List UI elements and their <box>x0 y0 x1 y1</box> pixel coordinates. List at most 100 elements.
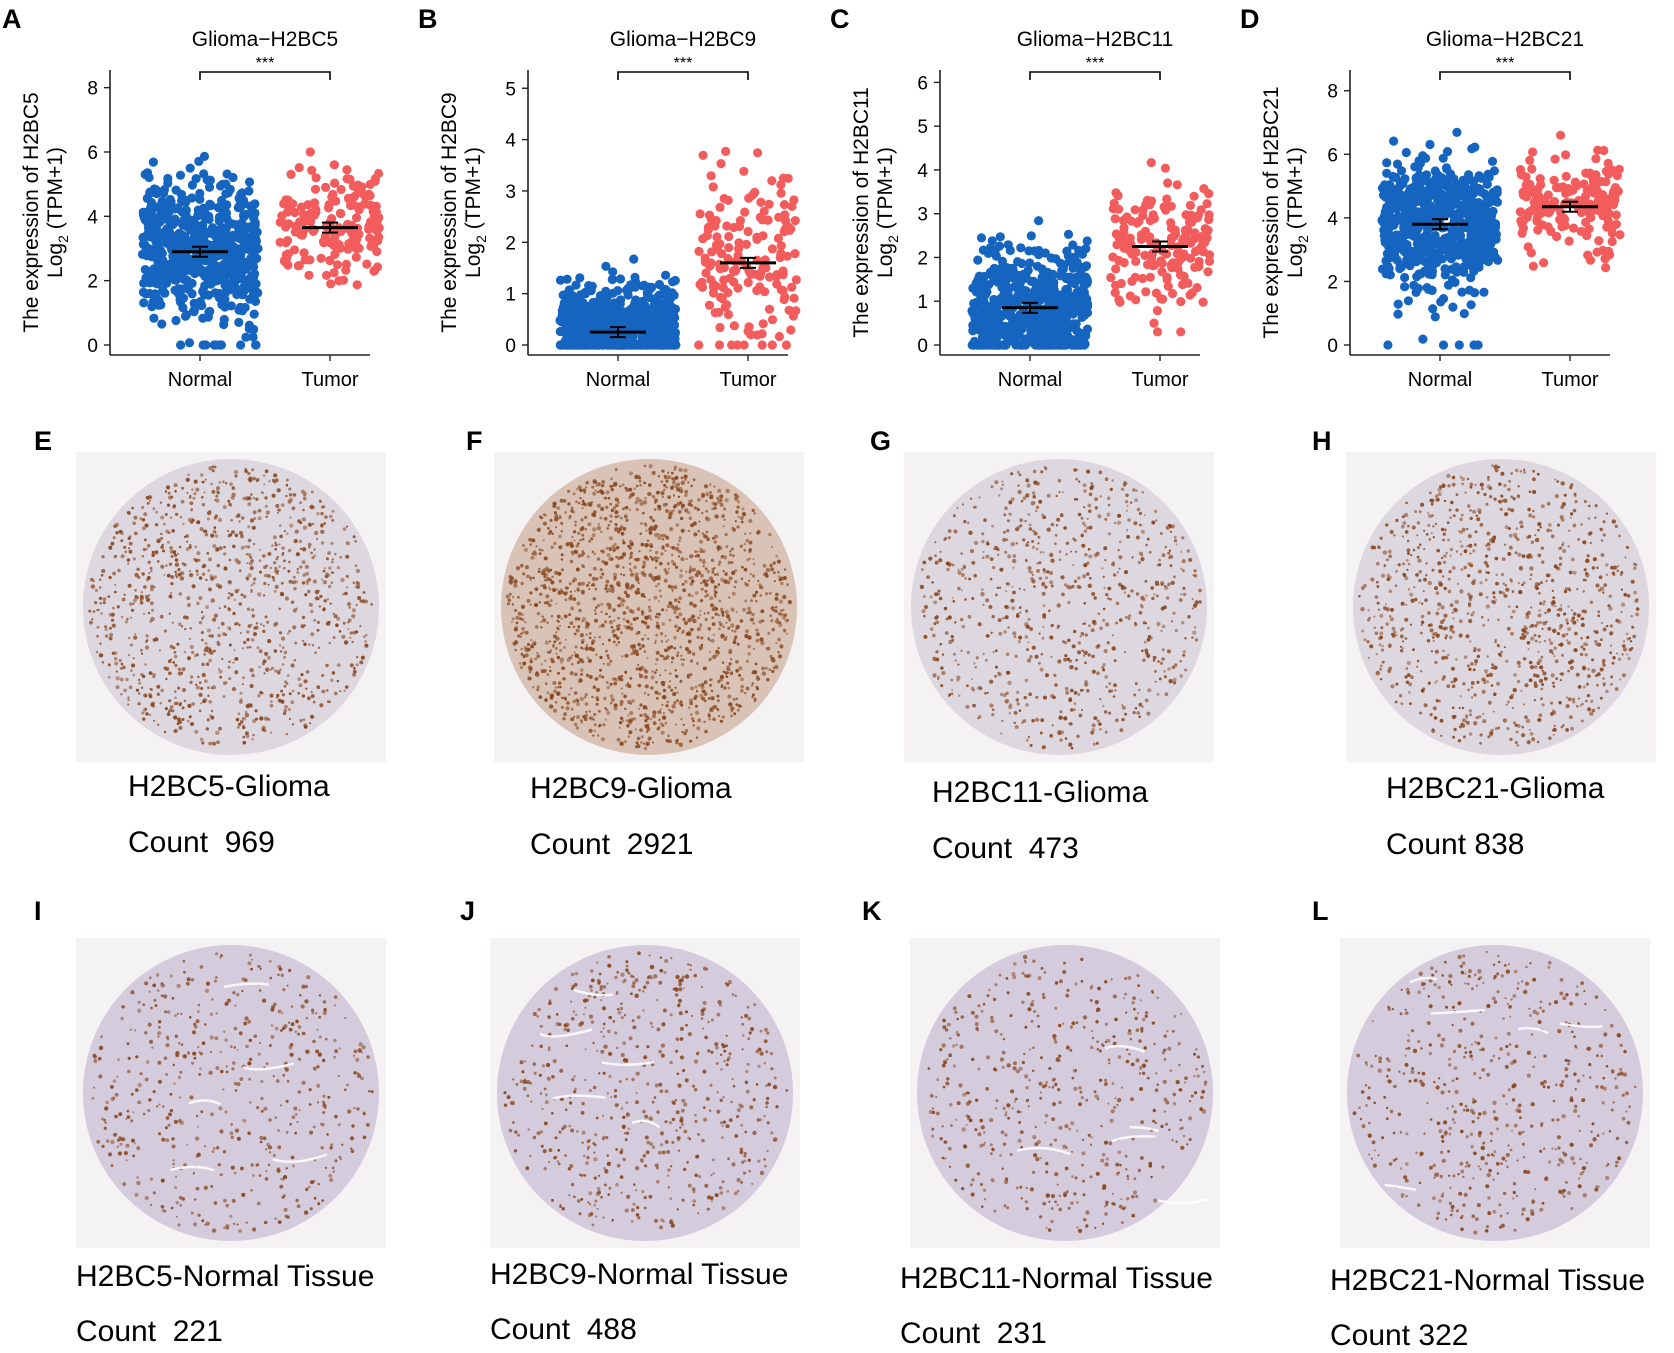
nucleus <box>253 578 256 581</box>
nucleus <box>697 627 701 631</box>
nucleus <box>228 666 231 669</box>
data-point <box>744 278 753 287</box>
nucleus <box>296 571 299 574</box>
data-point <box>250 248 259 257</box>
nucleus <box>353 631 357 635</box>
nucleus <box>196 570 198 572</box>
nucleus <box>178 568 181 571</box>
nucleus <box>103 597 107 601</box>
data-point <box>163 224 172 233</box>
nucleus <box>246 553 248 555</box>
data-point <box>236 303 245 312</box>
nucleus <box>273 561 276 564</box>
nucleus <box>703 565 705 567</box>
data-point <box>590 307 599 316</box>
nucleus <box>557 628 559 630</box>
nucleus <box>517 596 520 599</box>
data-point <box>178 207 187 216</box>
data-point <box>1038 329 1047 338</box>
nucleus <box>537 528 541 532</box>
nucleus <box>274 669 278 673</box>
y-axis-label-line1: The expression of H2BC21 <box>1260 86 1283 338</box>
nucleus <box>247 608 250 611</box>
data-point <box>288 199 297 208</box>
nucleus <box>664 579 668 583</box>
data-point <box>294 261 303 270</box>
nucleus <box>650 718 652 720</box>
data-point <box>721 302 730 311</box>
x-tick-label: Normal <box>168 369 232 391</box>
nucleus <box>648 609 651 612</box>
nucleus <box>241 546 245 550</box>
nucleus <box>638 667 642 671</box>
nucleus <box>178 668 181 671</box>
nucleus <box>303 494 306 497</box>
nucleus <box>303 526 307 530</box>
nucleus <box>765 667 768 670</box>
nucleus <box>216 486 220 490</box>
nucleus <box>193 492 196 495</box>
nucleus <box>266 510 270 514</box>
data-point <box>1112 240 1121 249</box>
data-point <box>996 232 1005 241</box>
nucleus <box>231 496 235 500</box>
data-point <box>710 280 719 289</box>
data-point <box>181 275 190 284</box>
nucleus <box>182 706 185 709</box>
data-point <box>1114 295 1123 304</box>
nucleus <box>688 530 691 533</box>
data-point <box>346 201 355 210</box>
nucleus <box>238 520 240 522</box>
y-tick-label: 0 <box>917 336 928 357</box>
nucleus <box>521 605 525 609</box>
nucleus <box>246 638 249 641</box>
nucleus <box>170 596 173 599</box>
nucleus <box>332 510 335 513</box>
data-point <box>768 315 777 324</box>
nucleus <box>705 500 707 502</box>
nucleus <box>140 673 144 677</box>
nucleus <box>259 716 263 720</box>
nucleus <box>174 483 178 487</box>
data-point <box>1060 318 1069 327</box>
data-point <box>174 289 183 298</box>
nucleus <box>155 511 158 514</box>
data-point <box>1161 164 1170 173</box>
nucleus <box>167 504 170 507</box>
nucleus <box>756 675 759 678</box>
nucleus <box>211 716 215 720</box>
data-point <box>176 340 185 349</box>
nucleus <box>213 650 216 653</box>
nucleus <box>217 491 220 494</box>
nucleus <box>284 685 287 688</box>
data-point <box>695 280 704 289</box>
nucleus <box>212 465 215 468</box>
nucleus <box>313 579 317 583</box>
data-point <box>1193 283 1202 292</box>
data-point <box>330 179 339 188</box>
data-point <box>765 305 774 314</box>
nucleus <box>251 638 255 642</box>
data-point <box>171 316 180 325</box>
nucleus <box>264 652 268 656</box>
data-point <box>767 176 776 185</box>
nucleus <box>126 618 129 621</box>
nucleus <box>163 574 165 576</box>
nucleus <box>364 600 368 604</box>
data-point <box>1593 186 1602 195</box>
data-point <box>970 337 979 346</box>
data-point <box>724 196 733 205</box>
data-point <box>1402 240 1411 249</box>
nucleus <box>289 516 291 518</box>
nucleus <box>217 564 220 567</box>
nucleus <box>709 483 712 486</box>
nucleus <box>332 571 335 574</box>
y-axis-label-line2: Log2 (TPM+1) <box>874 147 901 278</box>
nucleus <box>140 601 144 605</box>
nucleus <box>216 740 220 744</box>
data-point <box>1122 237 1131 246</box>
nucleus <box>524 548 528 552</box>
nucleus <box>204 679 208 683</box>
nucleus <box>644 747 648 751</box>
